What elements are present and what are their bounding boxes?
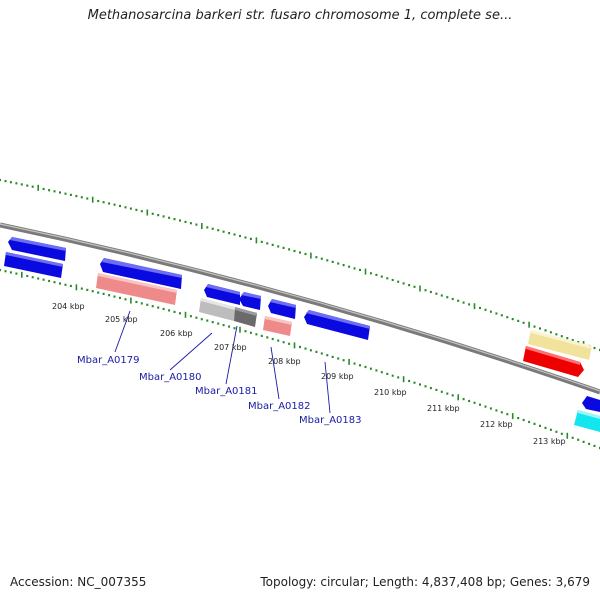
gene-arrow[interactable]: [96, 273, 177, 305]
gene-arrow[interactable]: [528, 330, 592, 360]
gene-arrow[interactable]: [582, 396, 600, 412]
chromosome-backbone-highlight: [0, 223, 600, 392]
gene-arrow[interactable]: [239, 292, 261, 310]
map-title: Methanosarcina barkeri str. fusaro chrom…: [87, 8, 513, 23]
gene-label[interactable]: Mbar_A0180: [139, 372, 202, 383]
scale-label: 213 kbp: [533, 437, 566, 446]
gene-arrow[interactable]: [4, 252, 63, 278]
scale-label: 208 kbp: [268, 357, 301, 366]
gene-arrow[interactable]: [204, 284, 240, 305]
gene-label[interactable]: Mbar_A0181: [195, 386, 258, 397]
scale-label: 211 kbp: [427, 404, 460, 413]
gene-label[interactable]: Mbar_A0179: [77, 355, 140, 366]
gene-arrow[interactable]: [574, 410, 600, 432]
genome-summary-text: Topology: circular; Length: 4,837,408 bp…: [260, 575, 590, 589]
chromosome-backbone: [0, 222, 600, 395]
gene-arrow[interactable]: [523, 346, 584, 377]
gene-arrow[interactable]: [263, 316, 292, 336]
gene-label[interactable]: Mbar_A0183: [299, 415, 362, 426]
gene-arrow[interactable]: [8, 237, 66, 261]
gene-arrow[interactable]: [304, 310, 370, 340]
scale-label: 212 kbp: [480, 420, 513, 429]
outer-tick-ring: [0, 178, 600, 352]
gene-label-leaders: [114, 310, 331, 414]
scale-label: 209 kbp: [321, 372, 354, 381]
gene-arrow[interactable]: [234, 307, 257, 327]
scale-label: 206 kbp: [160, 329, 193, 338]
gene-label[interactable]: Mbar_A0182: [248, 401, 311, 412]
scale-label: 204 kbp: [52, 302, 85, 311]
scale-label: 210 kbp: [374, 388, 407, 397]
scale-label: 207 kbp: [214, 343, 247, 352]
accession-text: Accession: NC_007355: [10, 575, 147, 589]
gene-arrow[interactable]: [268, 299, 296, 319]
gene-arrow[interactable]: [199, 298, 235, 321]
scale-label: 205 kbp: [105, 315, 138, 324]
inner-tick-ring: [0, 268, 600, 450]
gene-arrow[interactable]: [100, 258, 182, 289]
